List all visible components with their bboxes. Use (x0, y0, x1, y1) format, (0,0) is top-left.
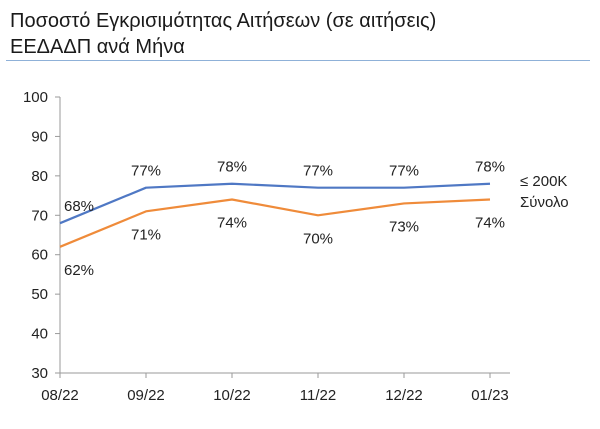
legend-entry-2: Σύνολο (520, 194, 569, 211)
x-tick-label: 09/22 (127, 387, 165, 404)
data-label-series-1: 77% (389, 163, 419, 180)
data-label-series-1: 77% (303, 163, 333, 180)
title-divider (6, 60, 590, 61)
x-tick-label: 12/22 (385, 387, 423, 404)
data-label-series-2: 73% (389, 218, 419, 235)
legend-entry-1: ≤ 200K (520, 173, 567, 190)
data-label-series-2: 74% (217, 215, 247, 232)
y-tick-label: 60 (31, 247, 48, 264)
y-tick-label: 40 (31, 326, 48, 343)
data-label-series-2: 71% (131, 226, 161, 243)
x-tick-label: 11/22 (300, 387, 336, 404)
data-label-series-2: 70% (303, 230, 333, 247)
data-label-series-1: 68% (64, 198, 94, 215)
data-label-series-2: 62% (64, 262, 94, 279)
y-tick-label: 90 (31, 128, 48, 145)
series-line-1 (59, 182, 491, 225)
data-label-series-1: 78% (217, 159, 247, 176)
x-tick-label: 10/22 (213, 387, 251, 404)
x-tick-label: 08/22 (41, 387, 79, 404)
data-label-series-1: 77% (131, 163, 161, 180)
data-label-series-2: 74% (475, 215, 505, 232)
series-line-2 (59, 198, 491, 248)
y-tick-label: 70 (31, 207, 48, 224)
x-tick-label: 01/23 (471, 387, 509, 404)
chart-title-line-1: Ποσοστό Εγκρισιμότητας Αιτήσεων (σε αιτή… (10, 10, 437, 32)
y-tick-label: 80 (31, 168, 48, 185)
chart-title: Ποσοστό Εγκρισιμότητας Αιτήσεων (σε αιτή… (10, 8, 570, 60)
y-tick-label: 50 (31, 286, 48, 303)
data-label-series-1: 78% (475, 159, 505, 176)
chart-title-line-2: ΕΕΔΑΔΠ ανά Μήνα (10, 36, 185, 58)
y-tick-label: 100 (23, 89, 48, 106)
y-tick-label: 30 (31, 365, 48, 382)
